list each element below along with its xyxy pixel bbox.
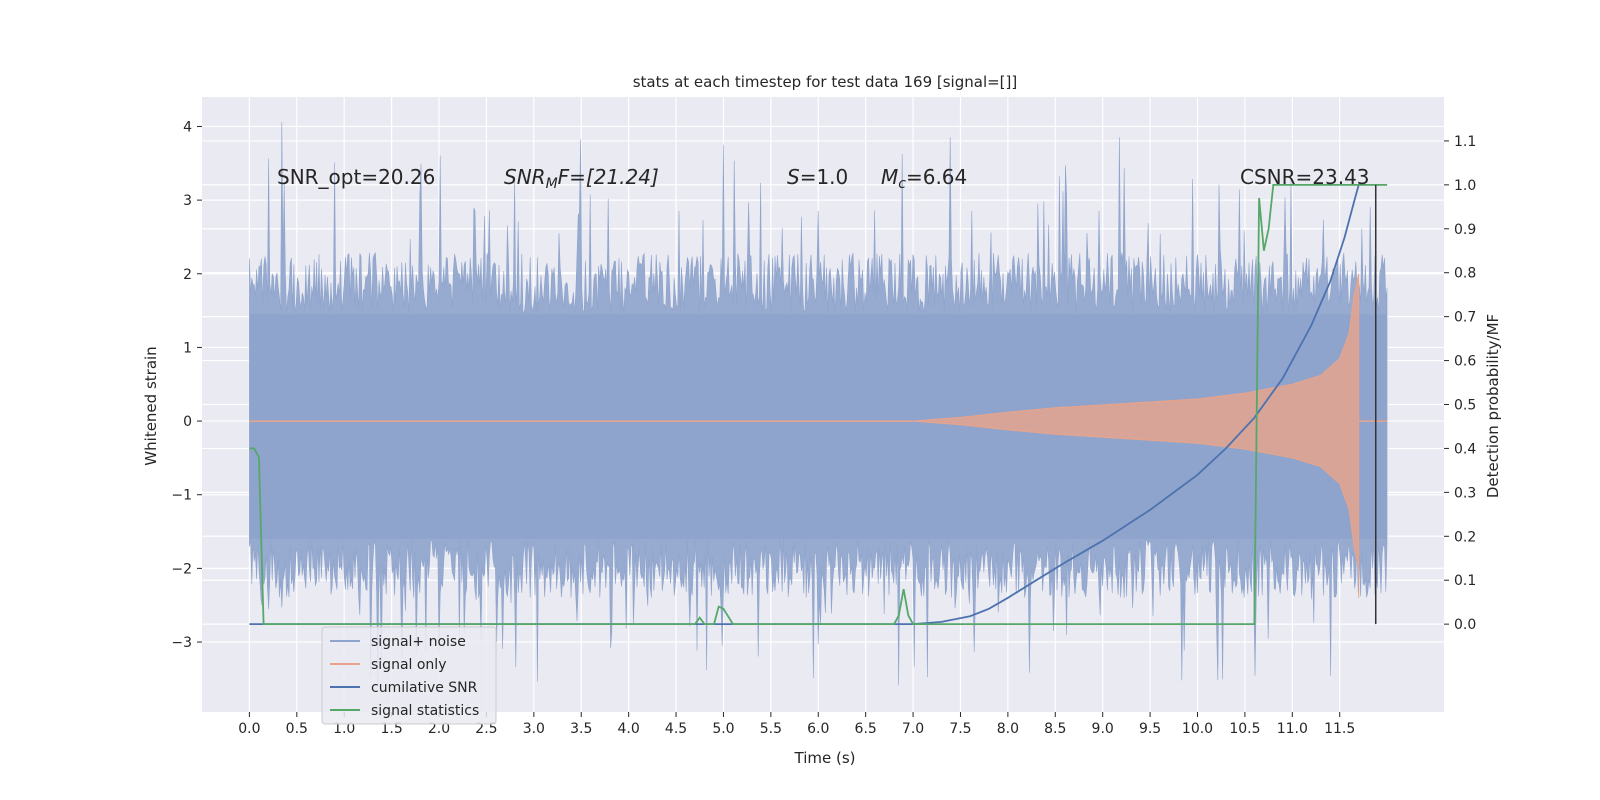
series-signal-statistics xyxy=(249,184,1388,625)
svg-text:cumilative SNR: cumilative SNR xyxy=(371,680,478,696)
y2-tick-label-1: 0.1 xyxy=(1454,573,1476,589)
series-signal-only xyxy=(249,273,1360,598)
y2-axis-label: Detection probability/MF xyxy=(1484,314,1502,498)
x-tick-label-10: 5.0 xyxy=(712,721,734,737)
x-tick-label-12: 6.0 xyxy=(807,721,829,737)
annotation-mc: Mc=6.64 xyxy=(881,165,967,192)
x-tick-label-17: 8.5 xyxy=(1044,721,1066,737)
series-cumilative-snr xyxy=(249,184,1360,625)
x-tick-label-23: 11.5 xyxy=(1324,721,1355,737)
y2-tick-label-8: 0.8 xyxy=(1454,266,1476,282)
y2-tick-label-5: 0.5 xyxy=(1454,398,1476,414)
legend: signal+ noise signal only cumilative SNR… xyxy=(321,626,497,725)
y-tick-label-2: −1 xyxy=(171,488,192,504)
y2-tick-label-0: 0.0 xyxy=(1454,617,1476,633)
legend-box xyxy=(321,626,497,725)
x-tick-label-20: 10.0 xyxy=(1182,721,1213,737)
legend-item-cumilative-snr: cumilative SNR xyxy=(330,680,478,696)
x-axis-label: Time (s) xyxy=(794,749,856,767)
y2-tick-label-10: 1.0 xyxy=(1454,178,1476,194)
y-tick-label-6: 3 xyxy=(183,193,192,209)
x-tick-label-22: 11.0 xyxy=(1277,721,1308,737)
legend-item-signal-noise: signal+ noise xyxy=(330,634,466,650)
x-tick-label-15: 7.5 xyxy=(949,721,971,737)
y2-tick-label-11: 1.1 xyxy=(1454,134,1476,150)
svg-text:signal+ noise: signal+ noise xyxy=(371,634,466,650)
y2-tick-label-4: 0.4 xyxy=(1454,441,1476,457)
annotations: SNR_opt=20.26 SNRMF=[21.24] S=1.0 Mc=6.6… xyxy=(277,165,1370,192)
x-tick-label-7: 3.5 xyxy=(570,721,592,737)
y-tick-label-1: −2 xyxy=(171,561,192,577)
y2-tick-label-3: 0.3 xyxy=(1454,485,1476,501)
legend-item-signal-statistics: signal statistics xyxy=(330,703,479,719)
y-tick-label-5: 2 xyxy=(183,267,192,283)
x-tick-label-16: 8.0 xyxy=(997,721,1019,737)
x-tick-label-11: 5.5 xyxy=(760,721,782,737)
y2-ticks: 0.0 0.1 0.2 0.3 0.4 0.5 0.6 0.7 0.8 0.9 1.0 1.1 xyxy=(1444,134,1476,633)
x-tick-label-19: 9.5 xyxy=(1139,721,1161,737)
annotation-csnr: CSNR=23.43 xyxy=(1240,165,1370,189)
x-tick-label-4: 2.0 xyxy=(428,721,450,737)
annotation-snr-mf: SNRMF=[21.24] xyxy=(504,165,659,192)
x-tick-label-6: 3.0 xyxy=(523,721,545,737)
x-tick-label-5: 2.5 xyxy=(475,721,497,737)
annotation-s: S=1.0 xyxy=(787,165,848,189)
x-tick-label-21: 10.5 xyxy=(1229,721,1260,737)
y-tick-label-3: 0 xyxy=(183,414,192,430)
x-tick-label-2: 1.0 xyxy=(333,721,355,737)
chart-title: stats at each timestep for test data 169… xyxy=(633,73,1018,91)
legend-item-signal-only: signal only xyxy=(330,657,446,673)
x-tick-label-14: 7.0 xyxy=(902,721,924,737)
x-tick-label-3: 1.5 xyxy=(380,721,402,737)
x-tick-label-18: 9.0 xyxy=(1092,721,1114,737)
y-tick-label-4: 1 xyxy=(183,340,192,356)
annotation-snr-opt: SNR_opt=20.26 xyxy=(277,165,435,189)
x-tick-label-0: 0.0 xyxy=(238,721,260,737)
y-tick-label-7: 4 xyxy=(183,119,192,135)
x-tick-label-1: 0.5 xyxy=(286,721,308,737)
x-ticks: 0.0 0.5 1.0 1.5 2.0 2.5 3.0 3.5 4.0 4.5 5.0 5.5 6.0 6… xyxy=(238,712,1355,737)
y2-tick-label-2: 0.2 xyxy=(1454,529,1476,545)
svg-text:signal statistics: signal statistics xyxy=(371,703,479,719)
y2-tick-label-7: 0.7 xyxy=(1454,310,1476,326)
y-ticks: −3 −2 −1 0 1 2 3 4 xyxy=(171,119,202,651)
y-axis-label: Whitened strain xyxy=(142,346,160,465)
y2-tick-label-6: 0.6 xyxy=(1454,354,1476,370)
x-tick-label-8: 4.0 xyxy=(618,721,640,737)
y2-tick-label-9: 0.9 xyxy=(1454,222,1476,238)
y-tick-label-0: −3 xyxy=(171,635,192,651)
x-tick-label-9: 4.5 xyxy=(665,721,687,737)
x-tick-label-13: 6.5 xyxy=(855,721,877,737)
svg-text:signal only: signal only xyxy=(371,657,446,673)
